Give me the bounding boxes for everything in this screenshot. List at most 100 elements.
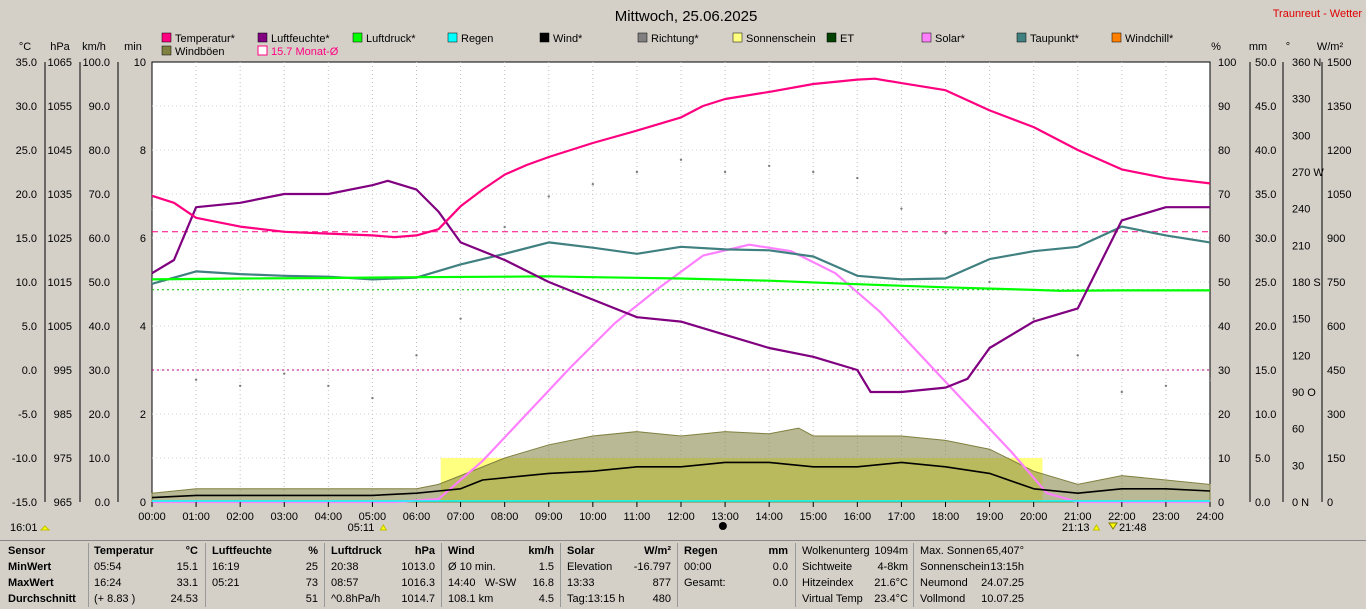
series-richtung-point [194, 378, 198, 381]
axis-tick-label: 40.0 [89, 321, 110, 333]
series-richtung-point [1164, 384, 1168, 388]
stats-extra2: Max. Sonnen 65,407° Sonnenschein 13:15h Ne… [920, 543, 1024, 607]
axis-tick-label: 0.0 [22, 365, 37, 377]
series-richtung-point [812, 170, 815, 174]
moon-icon [718, 522, 727, 530]
series-richtung-point [679, 158, 683, 161]
stats-label: Wolkenunterg [802, 545, 870, 557]
chart-marks [150, 77, 1212, 504]
axis-tick-label: 50.0 [1255, 57, 1276, 69]
stats-value: 23.4°C [874, 593, 908, 605]
stats-wind: Wind km/h Ø 10 min. 1.5 14:40 W-SW 16.8 108… [448, 543, 554, 607]
series-richtung-point [591, 183, 595, 186]
stats-unit: hPa [414, 545, 435, 557]
series-richtung-point [1208, 378, 1212, 381]
legend-swatch [826, 32, 837, 43]
axis-tick-label: 25.0 [16, 145, 37, 157]
stats-time: 05:54 [94, 561, 122, 573]
axis-tick-label: 965 [54, 497, 72, 509]
series-richtung-point [459, 317, 462, 320]
axis-tick-label: 1500 [1327, 57, 1351, 69]
stats-time: 16:19 [212, 561, 240, 573]
series-richtung-point [415, 354, 418, 357]
legend-label: Sonnenschein [746, 33, 816, 45]
x-tick-label: 13:00 [711, 511, 739, 523]
x-tick-label: 11:00 [624, 511, 651, 523]
series-richtung-point [238, 384, 242, 388]
series-taupunkt [151, 225, 1211, 285]
stats-value: -16.797 [633, 561, 671, 573]
stats-luftdruck: Luftdruck hPa 20:38 1013.0 08:57 1016.3 ^0.… [331, 543, 435, 607]
series-luftdruck [151, 275, 1210, 292]
axis-tick-label: 360 N [1292, 57, 1321, 69]
stats-label: Sonnenschein [920, 561, 990, 573]
legend-label: Regen [461, 33, 493, 45]
stats-time: 00:00 [684, 561, 712, 573]
stats-header: Luftdruck [331, 545, 382, 557]
axis-tick-label: 0 [140, 497, 146, 509]
axis-tick-label: 20 [1218, 409, 1230, 421]
axis-tick-label: 20.0 [16, 189, 37, 201]
legend-label: Temperatur* [175, 33, 236, 45]
series-richtung-point [635, 170, 639, 174]
legend-label: Windböen [175, 46, 225, 58]
axis-tick-label: 1350 [1327, 101, 1351, 113]
series-richtung-point [1076, 354, 1079, 357]
axis-unit-label: % [1211, 41, 1221, 53]
legend-label: Luftfeuchte* [271, 33, 330, 45]
axis-tick-label: 985 [54, 409, 72, 421]
series-temperatur [151, 77, 1211, 239]
x-tick-label: 22:00 [1108, 511, 1136, 523]
stats-label: MinWert [8, 561, 52, 573]
axis-tick-label: 50 [1218, 277, 1230, 289]
axis-tick-label: 10 [134, 57, 146, 69]
stats-time: Ø 10 min. [448, 561, 496, 573]
stats-value: 1013.0 [401, 561, 435, 573]
sunrise-left-label: 16:01 [10, 522, 38, 534]
stats-value: 13:15h [990, 561, 1024, 573]
stats-unit: W/m² [644, 545, 671, 557]
series-richtung-point [547, 195, 550, 198]
axis-tick-label: 270 W [1292, 167, 1324, 179]
stats-label: Durchschnitt [8, 593, 76, 605]
axis-tick-label: 10.0 [89, 453, 110, 465]
sun-moon-markers: 16:01 05:11 21:13 21:48 [10, 522, 1147, 534]
stats-value: 1014.7 [401, 593, 435, 605]
legend-swatch [352, 32, 363, 43]
legend-swatch [732, 32, 743, 43]
series-richtung-point [767, 164, 771, 168]
legend-label: Windchill* [1125, 33, 1174, 45]
x-tick-label: 06:00 [403, 511, 431, 523]
axis-tick-label: 60.0 [89, 233, 110, 245]
series-richtung-point [988, 280, 991, 284]
stats-value: 0.0 [772, 577, 788, 589]
legend-label: Luftdruck* [366, 33, 416, 45]
stats-value: 51 [305, 593, 318, 605]
axis-tick-label: 240 [1292, 204, 1310, 216]
stats-time: (+ 8.83 ) [94, 593, 136, 605]
axis-unit-label: W/m² [1317, 41, 1344, 53]
axis-tick-label: 10 [1218, 453, 1230, 465]
legend-swatch [921, 32, 932, 43]
legend-swatch [257, 45, 268, 56]
axes: 35.030.025.020.015.010.05.00.0-5.0-10.0-… [12, 57, 1352, 523]
stats-value: 10.07.25 [981, 593, 1024, 605]
series-richtung-point [944, 231, 947, 235]
stats-unit: °C [185, 545, 198, 557]
axis-tick-label: 10.0 [16, 277, 37, 289]
axis-tick-label: -15.0 [12, 497, 37, 509]
axis-tick-label: 0.0 [1255, 497, 1270, 509]
axis-tick-label: 40 [1218, 321, 1230, 333]
axis-tick-label: 20.0 [1255, 321, 1276, 333]
stats-time: 108.1 km [448, 593, 494, 605]
stats-time: Gesamt: [684, 577, 726, 589]
x-tick-label: 05:00 [359, 511, 387, 523]
series-richtung-point [723, 170, 727, 174]
stats-value: 4-8km [877, 561, 908, 573]
axis-tick-label: 30 [1218, 365, 1230, 377]
moonset-label: 21:48 [1119, 522, 1147, 534]
stats-value: 1016.3 [401, 577, 435, 589]
axis-tick-label: 995 [54, 365, 72, 377]
series-windboeen [151, 427, 1211, 503]
chart-title: Mittwoch, 25.06.2025 [615, 8, 758, 25]
